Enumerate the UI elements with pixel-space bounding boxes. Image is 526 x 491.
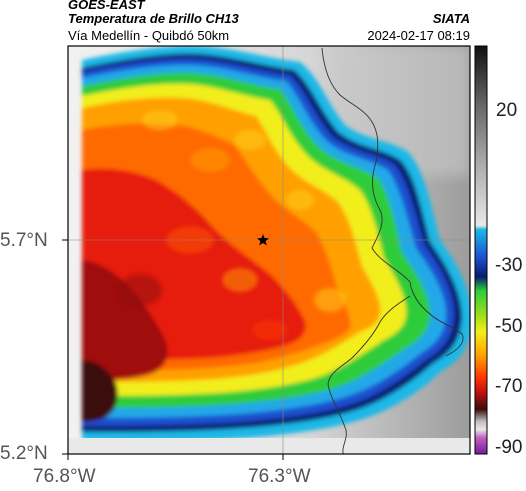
cloud-darkest-core bbox=[82, 360, 118, 422]
lon-tick-76.3: 76.3°W bbox=[248, 466, 311, 487]
colorbar-tick--90: -90 bbox=[495, 437, 523, 458]
cloud-dark-red bbox=[82, 260, 168, 380]
timestamp-label: 2024-02-17 08:19 bbox=[367, 28, 470, 43]
route-label: Vía Medellín - Quibdó 50km bbox=[68, 28, 230, 43]
org-label: SIATA bbox=[432, 11, 470, 26]
colorbar-tick--70: -70 bbox=[495, 376, 523, 397]
lat-tick-5.2: 5.2°N bbox=[0, 443, 48, 464]
product-title: Temperatura de Brillo CH13 bbox=[68, 11, 239, 26]
colorbar bbox=[474, 45, 488, 455]
border-line bbox=[321, 47, 464, 357]
colorbar-tick--30: -30 bbox=[495, 255, 523, 276]
lon-tick-76.8: 76.8°W bbox=[33, 466, 96, 487]
colorbar-tick--50: -50 bbox=[495, 316, 523, 337]
satellite-label: GOES-EAST bbox=[68, 0, 145, 12]
map-frame bbox=[67, 45, 471, 455]
lat-tick-5.7: 5.7°N bbox=[0, 230, 48, 251]
colorbar-tick-20: 20 bbox=[496, 100, 518, 121]
star-icon bbox=[257, 234, 269, 246]
